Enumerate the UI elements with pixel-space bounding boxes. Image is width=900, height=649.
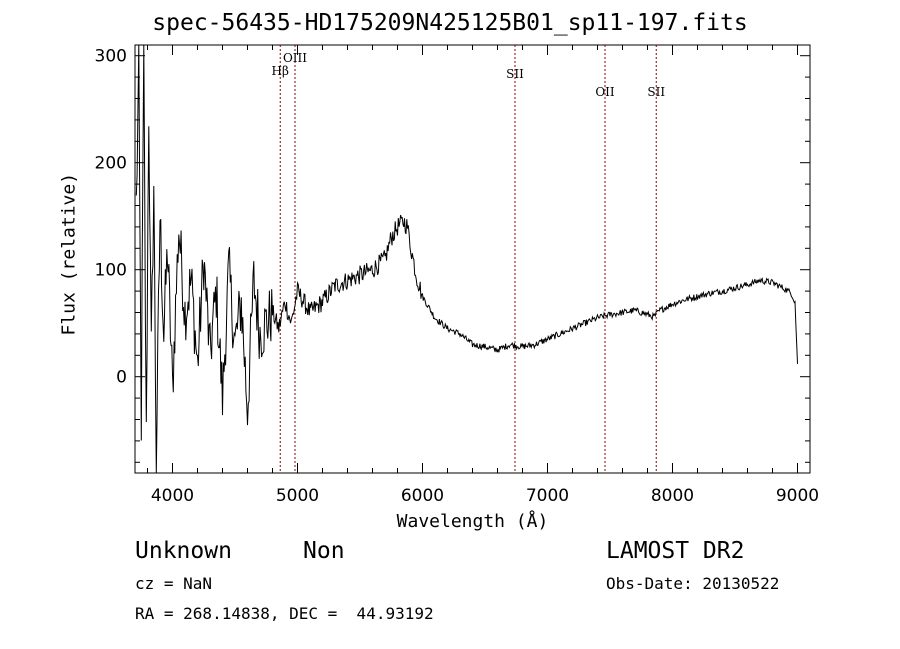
line-marker-label: OIII [283,51,307,65]
observation-date: Obs-Date: 20130522 [606,574,780,593]
x-tick-label: 7000 [526,486,569,506]
x-tick-label: 8000 [651,486,694,506]
line-marker-label: SII [506,67,524,81]
x-tick-label: 4000 [151,486,194,506]
y-tick-label: 0 [116,368,127,388]
spectrum-line [135,44,798,474]
object-class: Unknown [135,538,232,564]
line-marker-label: SII [647,85,665,99]
coordinates: RA = 268.14838, DEC = 44.93192 [135,604,434,623]
y-tick-label: 300 [95,47,127,67]
x-axis-label: Wavelength (Å) [396,511,549,532]
axis-ticks: 4000 5000 6000 7000 8000 9000 0 100 200 300 [95,45,819,506]
x-tick-label: 6000 [401,486,444,506]
spectrum-series [135,44,798,474]
y-tick-label: 100 [95,261,127,281]
line-marker-label: OII [595,85,615,99]
chart-title: spec-56435-HD175209N425125B01_sp11-197.f… [152,10,748,36]
x-tick-label: 5000 [276,486,319,506]
object-subclass: Non [303,538,345,564]
redshift-value: cz = NaN [135,574,213,593]
y-axis-label: Flux (relative) [58,172,80,336]
plot-frame [134,44,811,474]
survey-name: LAMOST DR2 [606,538,745,564]
line-marker-label: Hβ [272,64,289,78]
y-tick-label: 200 [95,154,127,174]
x-tick-label: 9000 [776,486,819,506]
